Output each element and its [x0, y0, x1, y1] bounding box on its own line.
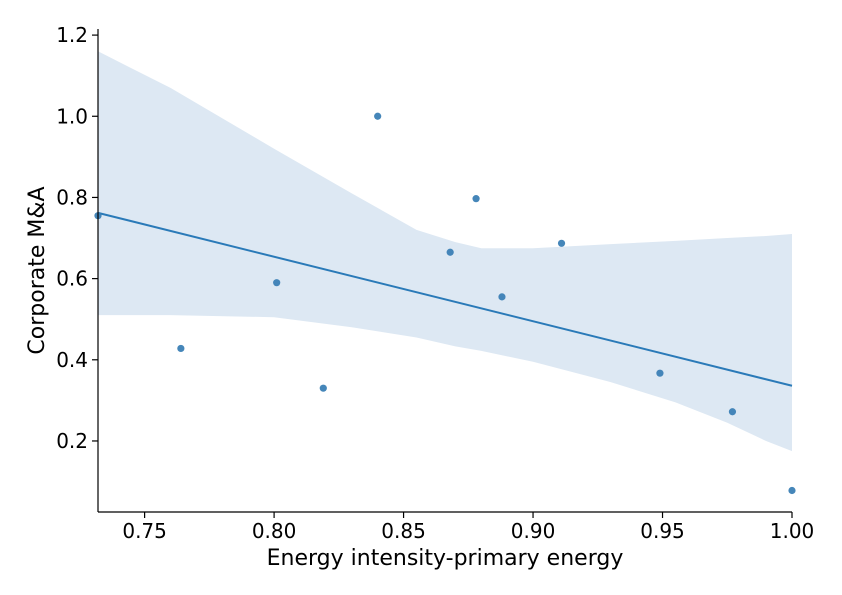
- x-tick-label: 0.75: [122, 519, 167, 543]
- x-tick-label: 0.90: [511, 519, 556, 543]
- x-ticks: 0.75 0.80 0.85 0.90 0.95 1.00: [122, 512, 814, 543]
- x-tick-label: 0.85: [381, 519, 426, 543]
- data-point: [498, 293, 506, 301]
- y-ticks: 0.2 0.4 0.6 0.8 1.0 1.2: [56, 23, 98, 453]
- data-point: [273, 279, 281, 287]
- confidence-band-layer: [98, 51, 792, 452]
- regression-line: [97, 211, 793, 387]
- x-tick-label: 0.95: [640, 519, 685, 543]
- data-point: [374, 112, 382, 120]
- data-point: [319, 384, 327, 392]
- data-point: [656, 369, 664, 377]
- data-point: [557, 239, 566, 247]
- confidence-band: [98, 51, 792, 452]
- y-axis-label: Corporate M&A: [25, 186, 50, 354]
- y-tick-label: 0.8: [56, 185, 88, 209]
- y-tick-label: 0.4: [56, 348, 88, 372]
- x-tick-label: 0.80: [252, 519, 297, 543]
- data-point: [472, 195, 480, 203]
- regression-line-layer: [97, 211, 793, 387]
- y-tick-label: 1.2: [56, 23, 88, 47]
- data-points-layer: [94, 112, 796, 495]
- data-point: [177, 344, 185, 353]
- data-point: [446, 248, 454, 256]
- data-point: [728, 408, 737, 416]
- y-tick-label: 0.2: [56, 429, 88, 453]
- y-tick-label: 1.0: [56, 104, 88, 128]
- axes-layer: [97, 29, 792, 513]
- y-tick-label: 0.6: [56, 267, 88, 291]
- x-axis-label: Energy intensity-primary energy: [267, 546, 624, 571]
- x-tick-label: 1.00: [770, 519, 815, 543]
- data-point: [788, 486, 796, 495]
